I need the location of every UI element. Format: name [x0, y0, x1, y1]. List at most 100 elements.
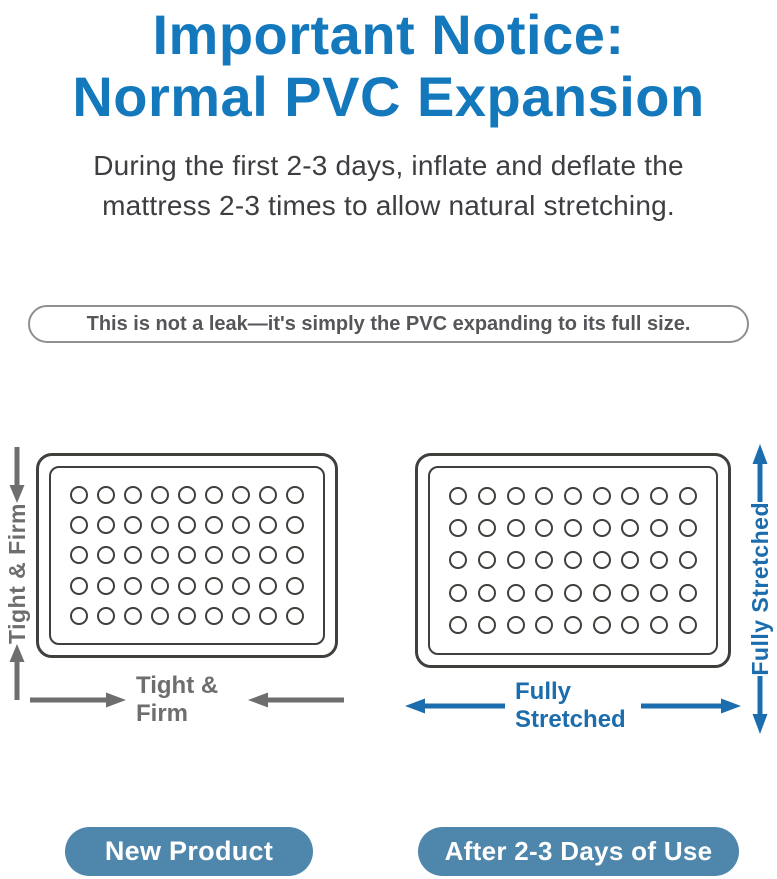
mattress-coil-dot — [232, 606, 251, 625]
arrow-left-icon — [248, 692, 344, 708]
horizontal-label-tight-firm: Tight & Firm — [30, 672, 344, 728]
mattress-coil-dot — [592, 551, 611, 570]
mattress-coil-dot — [592, 519, 611, 538]
mattress-coil-dot — [506, 615, 525, 634]
mattress-coil-dot — [96, 486, 115, 505]
mattress-coil-dot — [649, 615, 668, 634]
mattress-new-product-inner — [49, 466, 325, 645]
mattress-coil-dot — [123, 606, 142, 625]
mattress-coil-dot — [535, 583, 554, 602]
mattress-coil-dot — [123, 486, 142, 505]
arrow-left-icon — [405, 698, 505, 714]
mattress-coil-dot — [232, 576, 251, 595]
mattress-coil-dot — [477, 551, 496, 570]
mattress-coil-dot — [259, 516, 278, 535]
mattress-coil-dot — [563, 519, 582, 538]
mattress-coil-dot — [535, 487, 554, 506]
mattress-coil-dot — [150, 546, 169, 565]
mattress-coil-dot — [69, 576, 88, 595]
mattress-coil-dot — [69, 516, 88, 535]
mattress-coil-dot — [477, 615, 496, 634]
mattress-coil-dot — [259, 486, 278, 505]
page-subtitle: During the first 2-3 days, inflate and d… — [0, 146, 777, 226]
mattress-coil-dot — [205, 546, 224, 565]
mattress-after-use-inner — [428, 466, 718, 655]
mattress-coil-dot — [678, 583, 697, 602]
horizontal-label-fully-stretched-text: Fully Stretched — [515, 678, 626, 733]
mattress-coil-dot — [506, 487, 525, 506]
mattress-coil-dot — [592, 487, 611, 506]
arrow-down-icon — [9, 447, 25, 503]
mattress-new-product — [36, 453, 338, 658]
mattress-coil-dot — [123, 576, 142, 595]
mattress-coil-dot — [592, 615, 611, 634]
after-use-badge: After 2-3 Days of Use — [418, 827, 739, 876]
horizontal-label-fully-stretched: Fully Stretched — [405, 678, 741, 734]
horizontal-label-tight-firm-text: Tight & Firm — [136, 672, 219, 727]
mattress-coil-dot — [96, 576, 115, 595]
mattress-coil-dot — [205, 576, 224, 595]
mattress-coil-dot — [506, 551, 525, 570]
mattress-coil-dot — [678, 487, 697, 506]
mattress-coil-dot — [678, 551, 697, 570]
vertical-label-fully-stretched: Fully Stretched — [744, 444, 776, 734]
arrow-up-icon — [752, 444, 768, 502]
mattress-coil-dot — [232, 546, 251, 565]
mattress-coil-dot — [286, 606, 305, 625]
vertical-label-fully-stretched-text: Fully Stretched — [746, 502, 773, 676]
mattress-coil-dot — [477, 583, 496, 602]
mattress-coil-dot — [205, 516, 224, 535]
mattress-coil-dot — [449, 519, 468, 538]
mattress-coil-dot — [150, 606, 169, 625]
page-title-line2: Normal PVC Expansion — [72, 64, 705, 128]
mattress-coil-dot — [286, 576, 305, 595]
mattress-coil-dot — [259, 576, 278, 595]
mattress-coil-dot — [621, 519, 640, 538]
mattress-coil-dot — [449, 551, 468, 570]
mattress-coil-dot — [259, 546, 278, 565]
page-title: Important Notice: Normal PVC Expansion — [0, 4, 777, 127]
mattress-coil-dot — [563, 551, 582, 570]
arrow-up-icon — [9, 644, 25, 701]
mattress-coil-dot — [449, 583, 468, 602]
mattress-coil-dot — [621, 487, 640, 506]
notice-banner-text: This is not a leak—it's simply the PVC e… — [86, 312, 691, 335]
mattress-coil-grid — [444, 480, 702, 641]
mattress-coil-dot — [177, 606, 196, 625]
mattress-coil-dot — [678, 615, 697, 634]
mattress-coil-dot — [621, 551, 640, 570]
mattress-coil-dot — [286, 516, 305, 535]
mattress-coil-dot — [535, 519, 554, 538]
arrow-right-icon — [30, 692, 126, 708]
mattress-coil-dot — [649, 551, 668, 570]
arrow-down-icon — [752, 675, 768, 734]
mattress-coil-dot — [205, 606, 224, 625]
mattress-coil-dot — [621, 615, 640, 634]
mattress-coil-dot — [177, 576, 196, 595]
mattress-coil-dot — [150, 516, 169, 535]
vertical-label-tight-firm: Tight & Firm — [1, 447, 33, 701]
arrow-right-icon — [641, 698, 741, 714]
mattress-coil-dot — [69, 486, 88, 505]
mattress-coil-dot — [123, 516, 142, 535]
mattress-coil-dot — [649, 519, 668, 538]
vertical-label-tight-firm-text: Tight & Firm — [3, 503, 30, 645]
mattress-coil-dot — [621, 583, 640, 602]
mattress-coil-dot — [177, 516, 196, 535]
mattress-coil-dot — [286, 486, 305, 505]
mattress-coil-dot — [205, 486, 224, 505]
mattress-coil-dot — [649, 487, 668, 506]
mattress-coil-dot — [592, 583, 611, 602]
mattress-coil-dot — [563, 583, 582, 602]
mattress-coil-dot — [177, 486, 196, 505]
mattress-coil-dot — [506, 519, 525, 538]
mattress-coil-dot — [232, 516, 251, 535]
mattress-coil-grid — [65, 480, 309, 631]
page-title-line1: Important Notice: — [152, 3, 625, 66]
mattress-coil-dot — [535, 551, 554, 570]
mattress-coil-dot — [150, 576, 169, 595]
mattress-coil-dot — [96, 606, 115, 625]
mattress-coil-dot — [96, 546, 115, 565]
mattress-coil-dot — [150, 486, 169, 505]
